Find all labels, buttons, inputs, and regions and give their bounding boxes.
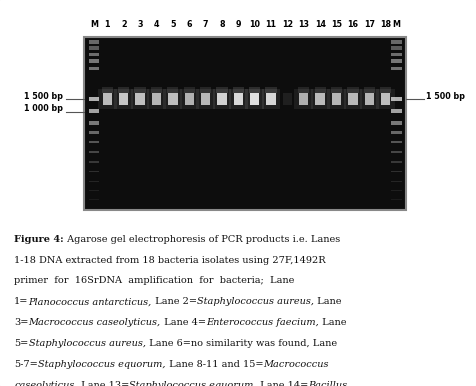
Bar — [89, 190, 99, 191]
Bar — [316, 93, 325, 105]
Bar — [391, 190, 402, 191]
Bar — [135, 93, 145, 105]
Text: 1: 1 — [105, 20, 110, 29]
Bar — [84, 37, 406, 210]
Bar — [299, 93, 308, 105]
Text: 14: 14 — [315, 20, 326, 29]
Text: 12: 12 — [282, 20, 293, 29]
Text: Agarose gel electrophoresis of PCR products i.e. Lanes: Agarose gel electrophoresis of PCR produ… — [64, 235, 340, 244]
Bar — [180, 89, 198, 110]
Text: Staphylococcus aureus,: Staphylococcus aureus, — [197, 297, 314, 306]
Text: 1-18 DNA extracted from 18 bacteria isolates using 27F,1492R: 1-18 DNA extracted from 18 bacteria isol… — [14, 256, 326, 264]
Bar — [89, 52, 99, 56]
Bar — [168, 93, 178, 105]
Bar — [151, 86, 162, 93]
Text: 5=: 5= — [14, 339, 29, 348]
Bar — [234, 93, 243, 105]
Bar — [114, 89, 133, 110]
Bar — [391, 181, 402, 182]
Bar — [167, 86, 178, 93]
Bar — [89, 109, 99, 113]
Bar — [200, 86, 211, 93]
Bar — [266, 86, 277, 93]
Text: 8: 8 — [219, 20, 225, 29]
Bar — [298, 86, 309, 93]
Bar — [89, 67, 99, 70]
Bar — [391, 96, 402, 101]
Bar — [380, 86, 391, 93]
Bar — [391, 141, 402, 143]
Text: 17: 17 — [364, 20, 375, 29]
Bar — [381, 93, 390, 105]
Bar — [216, 86, 228, 93]
Text: Lane 14=: Lane 14= — [257, 381, 308, 386]
Text: 1 000 bp: 1 000 bp — [24, 105, 63, 113]
Bar — [89, 131, 99, 134]
Bar — [391, 59, 402, 63]
Text: 18: 18 — [380, 20, 391, 29]
Bar — [249, 86, 260, 93]
Text: Enterococcus faecium,: Enterococcus faecium, — [206, 318, 318, 327]
Text: 1 500 bp: 1 500 bp — [426, 92, 465, 101]
Bar — [185, 93, 194, 105]
Bar — [89, 141, 99, 143]
Bar — [147, 89, 166, 110]
Text: Planococcus antarcticus,: Planococcus antarcticus, — [29, 297, 152, 306]
Text: Lane 8-11 and 15=: Lane 8-11 and 15= — [166, 360, 263, 369]
Text: Lane 13=: Lane 13= — [78, 381, 129, 386]
Text: Bacillus: Bacillus — [308, 381, 347, 386]
Bar — [327, 89, 346, 110]
Bar — [331, 86, 342, 93]
Bar — [364, 86, 375, 93]
Bar — [391, 67, 402, 70]
Bar — [391, 131, 402, 134]
Bar — [391, 199, 402, 200]
Bar — [89, 40, 99, 44]
Bar — [89, 122, 99, 125]
Bar — [250, 93, 259, 105]
Bar — [365, 93, 374, 105]
Bar — [332, 93, 341, 105]
Bar — [152, 93, 161, 105]
Bar — [229, 89, 248, 110]
Text: Staphylococcus equorum,: Staphylococcus equorum, — [38, 360, 166, 369]
Bar — [201, 93, 210, 105]
Bar — [89, 181, 99, 182]
Bar — [134, 86, 146, 93]
Bar — [311, 89, 329, 110]
Text: 15: 15 — [331, 20, 342, 29]
Text: 1=: 1= — [14, 297, 29, 306]
Text: Lane 2=: Lane 2= — [152, 297, 197, 306]
Bar — [119, 93, 129, 105]
Bar — [376, 89, 395, 110]
Text: 11: 11 — [266, 20, 277, 29]
Text: Staphylococcus equorum,: Staphylococcus equorum, — [129, 381, 257, 386]
Bar — [344, 89, 362, 110]
Text: 9: 9 — [236, 20, 241, 29]
Bar — [283, 93, 292, 105]
Text: 5-7=: 5-7= — [14, 360, 38, 369]
Bar — [89, 59, 99, 63]
Bar — [315, 86, 326, 93]
Text: 2: 2 — [121, 20, 127, 29]
Text: caseolyticus,: caseolyticus, — [14, 381, 78, 386]
Bar — [89, 46, 99, 50]
Text: 10: 10 — [249, 20, 260, 29]
Text: 7: 7 — [203, 20, 208, 29]
Text: M: M — [392, 20, 400, 29]
Bar — [131, 89, 149, 110]
Text: 5: 5 — [170, 20, 176, 29]
Bar — [391, 109, 402, 113]
Bar — [233, 86, 244, 93]
Bar — [213, 89, 231, 110]
Bar — [89, 161, 99, 163]
Bar — [89, 199, 99, 200]
Bar — [347, 86, 358, 93]
Bar — [294, 89, 313, 110]
Bar — [348, 93, 357, 105]
Bar — [360, 89, 379, 110]
Text: Lane: Lane — [314, 297, 341, 306]
Bar — [196, 89, 215, 110]
Bar — [89, 151, 99, 153]
